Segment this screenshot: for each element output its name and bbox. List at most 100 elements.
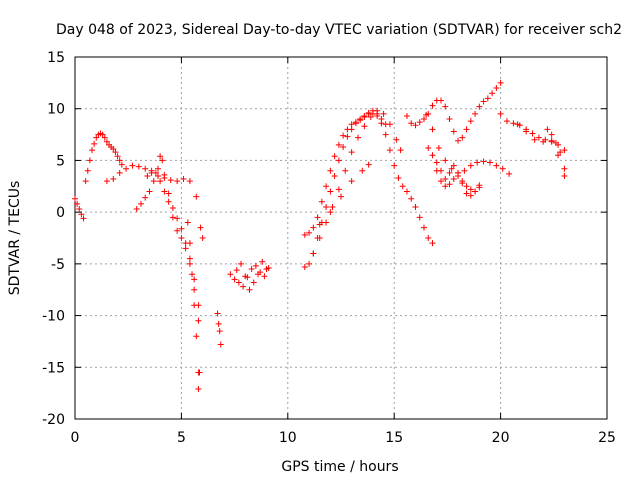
- data-point: [161, 171, 168, 178]
- data-point: [331, 172, 338, 179]
- data-point: [382, 131, 389, 138]
- series-s9: [227, 262, 272, 290]
- data-point: [240, 283, 247, 290]
- series-s6: [184, 219, 202, 376]
- data-point: [259, 258, 266, 265]
- series-s21: [544, 126, 568, 172]
- data-point: [118, 161, 125, 168]
- data-point: [146, 188, 153, 195]
- data-point: [480, 98, 487, 105]
- data-point: [467, 186, 474, 193]
- data-point: [446, 181, 453, 188]
- data-point: [561, 165, 568, 172]
- data-point: [342, 167, 349, 174]
- data-point: [159, 157, 166, 164]
- data-point: [74, 200, 81, 207]
- data-point: [242, 273, 249, 280]
- data-point: [186, 255, 193, 262]
- data-point: [306, 260, 313, 267]
- data-point: [174, 227, 181, 234]
- data-point: [72, 195, 78, 202]
- data-point: [323, 203, 330, 210]
- series-s3: [103, 162, 200, 200]
- data-point: [348, 178, 355, 185]
- data-point: [423, 111, 430, 118]
- data-point: [193, 333, 200, 340]
- data-point: [442, 103, 449, 110]
- series-s16: [423, 111, 513, 177]
- data-point: [169, 205, 176, 212]
- data-point: [154, 172, 161, 179]
- grid: [75, 57, 607, 419]
- data-point: [215, 320, 222, 327]
- data-point: [323, 183, 330, 190]
- data-point: [327, 209, 334, 216]
- data-point: [314, 214, 321, 221]
- data-point: [196, 369, 203, 376]
- data-point: [355, 134, 362, 141]
- data-point: [540, 138, 547, 145]
- data-point: [378, 116, 385, 123]
- data-point: [463, 183, 470, 190]
- series-s20: [514, 121, 568, 179]
- data-point: [361, 113, 368, 120]
- data-point: [529, 130, 536, 137]
- data-point: [472, 188, 479, 195]
- data-point: [331, 153, 338, 160]
- data-point: [438, 178, 445, 185]
- series-s17: [425, 145, 483, 199]
- data-points: [72, 79, 568, 393]
- data-point: [506, 170, 513, 177]
- data-point: [450, 128, 457, 135]
- data-point: [448, 165, 455, 172]
- data-point: [135, 163, 142, 170]
- data-point: [416, 214, 423, 221]
- y-tick-label: 15: [47, 50, 65, 66]
- data-point: [195, 317, 202, 324]
- data-point: [340, 132, 347, 139]
- data-point: [408, 195, 415, 202]
- data-point: [91, 140, 98, 147]
- data-point: [408, 120, 415, 127]
- data-point: [476, 103, 483, 110]
- x-tick-label: 0: [71, 430, 80, 446]
- data-point: [476, 184, 483, 191]
- data-point: [433, 159, 440, 166]
- data-point: [459, 134, 466, 141]
- series-s14: [316, 161, 372, 228]
- data-point: [548, 137, 555, 144]
- series-s19: [497, 110, 568, 154]
- data-point: [157, 178, 164, 185]
- chart-title: Day 048 of 2023, Sidereal Day-to-day VTE…: [56, 22, 622, 38]
- data-point: [316, 221, 323, 228]
- data-point: [459, 178, 466, 185]
- series-s10: [233, 258, 270, 293]
- data-point: [101, 134, 108, 141]
- data-point: [393, 136, 400, 143]
- series-s18: [433, 167, 483, 195]
- data-point: [467, 118, 474, 125]
- data-point: [99, 131, 106, 138]
- data-point: [397, 147, 404, 154]
- data-point: [420, 224, 427, 231]
- data-point: [142, 194, 149, 201]
- data-point: [261, 273, 268, 280]
- data-point: [442, 183, 449, 190]
- data-point: [480, 158, 487, 165]
- data-point: [455, 137, 462, 144]
- data-point: [474, 159, 481, 166]
- data-point: [110, 146, 117, 153]
- data-point: [167, 177, 174, 184]
- data-point: [89, 147, 96, 154]
- data-point: [403, 188, 410, 195]
- x-tick-label: 20: [492, 430, 510, 446]
- data-point: [133, 206, 140, 213]
- data-point: [169, 214, 176, 221]
- data-point: [399, 183, 406, 190]
- data-point: [154, 165, 161, 172]
- data-point: [463, 126, 470, 133]
- data-point: [361, 123, 368, 130]
- y-tick-label: 5: [56, 153, 65, 169]
- data-point: [250, 279, 257, 286]
